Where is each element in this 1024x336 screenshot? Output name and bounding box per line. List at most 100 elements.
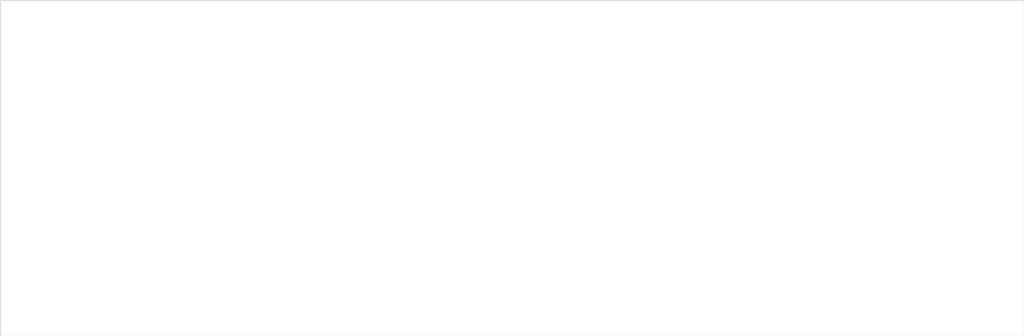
Bar <box>0 125 1024 167</box>
Text: Sprint: Sprint <box>565 16 597 26</box>
Text: ←: ← <box>831 225 840 236</box>
FancyBboxPatch shape <box>74 222 90 239</box>
FancyBboxPatch shape <box>957 305 1020 325</box>
Bar <box>8 99 16 109</box>
Text: Koala: Koala <box>963 58 991 68</box>
Text: Q: Q <box>79 142 85 151</box>
FancyBboxPatch shape <box>74 95 90 113</box>
Text: 5: 5 <box>798 141 804 151</box>
Text: v: v <box>102 17 109 26</box>
Text: ⊗: ⊗ <box>650 268 659 278</box>
Text: Q: Q <box>79 184 85 193</box>
Bar <box>8 142 16 151</box>
Text: Koala: Koala <box>565 310 594 320</box>
Text: #: # <box>49 16 58 26</box>
Text: v: v <box>18 58 26 68</box>
Text: 8: 8 <box>798 310 804 320</box>
FancyBboxPatch shape <box>74 306 90 324</box>
Text: MyBookings page: MyBookings page <box>179 268 267 278</box>
Text: Emu: Emu <box>565 99 589 109</box>
Text: Issue: Issue <box>73 16 99 26</box>
Text: v: v <box>667 268 672 277</box>
Text: 3: 3 <box>798 99 804 109</box>
Text: ADR Team: ADR Team <box>61 56 128 69</box>
Text: ADR-13: ADR-13 <box>94 183 136 194</box>
Text: ←: ← <box>831 141 840 151</box>
FancyBboxPatch shape <box>468 97 515 111</box>
FancyBboxPatch shape <box>824 263 889 283</box>
Text: v: v <box>667 184 672 193</box>
Text: ←: ← <box>831 183 840 194</box>
Text: v: v <box>667 310 672 320</box>
Text: ⊗: ⊗ <box>650 99 659 109</box>
FancyBboxPatch shape <box>74 180 90 197</box>
Text: Emu: Emu <box>565 183 589 194</box>
FancyBboxPatch shape <box>468 224 515 237</box>
FancyBboxPatch shape <box>824 178 889 198</box>
Circle shape <box>893 180 909 197</box>
Text: 3: 3 <box>798 268 804 278</box>
Bar <box>8 226 16 235</box>
Text: Emu: Emu <box>565 225 589 236</box>
Text: 2: 2 <box>49 141 55 151</box>
Text: Q: Q <box>79 310 85 320</box>
FancyBboxPatch shape <box>824 136 889 156</box>
Text: Emu: Emu <box>565 141 589 151</box>
Text: ADR-14: ADR-14 <box>94 225 136 236</box>
Text: v: v <box>667 142 672 151</box>
Text: Emu: Emu <box>900 58 924 68</box>
Text: Progress ...: Progress ... <box>470 16 528 26</box>
Text: 1: 1 <box>798 225 804 236</box>
Text: Adapt Android app to new payments pr...: Adapt Android app to new payments pr... <box>179 310 384 320</box>
Bar <box>8 310 16 320</box>
FancyBboxPatch shape <box>824 221 889 241</box>
Text: 5: 5 <box>49 268 55 278</box>
Circle shape <box>893 96 909 112</box>
Text: v: v <box>667 226 672 235</box>
Bar <box>0 43 1024 83</box>
Text: + Create issue: + Create issue <box>384 16 461 26</box>
FancyBboxPatch shape <box>74 264 90 281</box>
Text: As a user i can log into the system via ...: As a user i can log into the system via … <box>179 183 383 194</box>
Text: ⊗: ⊗ <box>650 141 659 151</box>
Bar <box>0 252 1024 294</box>
Text: 3: 3 <box>49 183 55 194</box>
Text: 5: 5 <box>798 183 804 194</box>
FancyBboxPatch shape <box>468 182 515 195</box>
Bar <box>8 17 16 26</box>
Text: ⊗: ⊗ <box>650 310 659 320</box>
Text: 1: 1 <box>49 99 55 109</box>
Text: 4: 4 <box>49 225 55 236</box>
Text: As a user i can create a custom user a...: As a user i can create a custom user a..… <box>179 225 381 236</box>
Text: 1: 1 <box>898 184 904 193</box>
Text: ⊗: ⊗ <box>650 225 659 236</box>
Text: As a user i can log into the system via ...: As a user i can log into the system via … <box>179 141 383 151</box>
Text: Emu: Emu <box>565 268 589 278</box>
Bar <box>0 210 1024 252</box>
Text: ⊗: ⊗ <box>650 183 659 194</box>
FancyBboxPatch shape <box>824 94 889 114</box>
Text: Setup dev and and build environment: Setup dev and and build environment <box>179 99 368 109</box>
Text: Q: Q <box>79 268 85 277</box>
FancyBboxPatch shape <box>468 266 515 279</box>
Bar <box>951 294 1024 336</box>
Bar <box>0 294 1024 336</box>
Text: 6: 6 <box>49 310 55 320</box>
Text: 1: 1 <box>898 99 904 109</box>
Text: ADR-9: ADR-9 <box>94 310 129 320</box>
FancyBboxPatch shape <box>468 140 515 153</box>
FancyBboxPatch shape <box>468 308 515 322</box>
FancyBboxPatch shape <box>74 138 90 155</box>
Text: ADR-11: ADR-11 <box>94 141 136 151</box>
Text: ←: ← <box>831 268 840 278</box>
Text: ADR-12: ADR-12 <box>94 99 136 109</box>
Text: Q: Q <box>79 99 85 109</box>
Text: Q: Q <box>79 226 85 235</box>
Bar <box>8 268 16 277</box>
Text: Story points: Story points <box>750 16 813 26</box>
Bar <box>0 0 1024 43</box>
Text: v: v <box>667 99 672 109</box>
Text: 👥: 👥 <box>39 56 46 69</box>
Text: ←: ← <box>831 99 840 109</box>
Bar <box>8 184 16 193</box>
